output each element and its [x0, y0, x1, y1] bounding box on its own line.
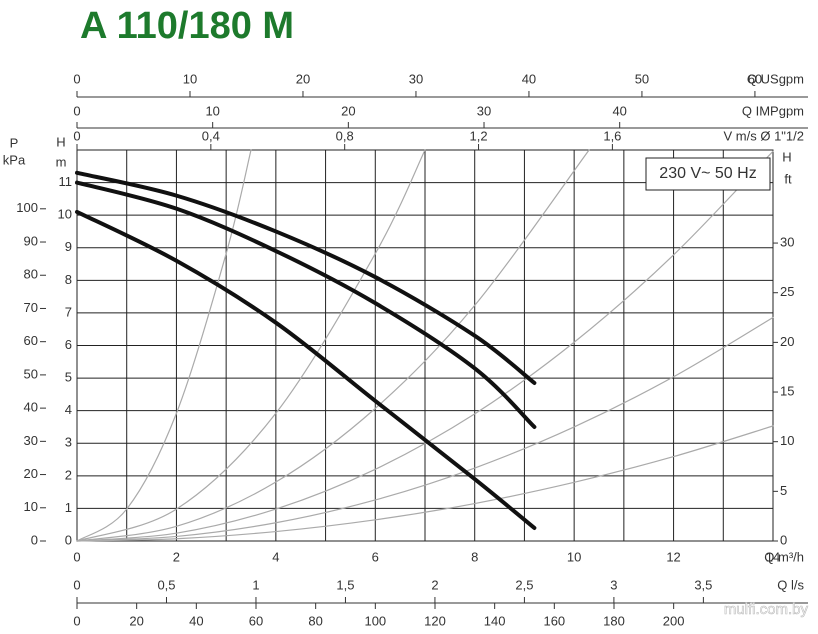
bottom-axis-tick-label: 140 — [484, 613, 506, 628]
top-axis-label: Q USgpm — [747, 71, 804, 86]
top-axis-tick-label: 1,6 — [603, 128, 621, 143]
pump-curve — [75, 180, 537, 429]
top-axis-tick-label: 0 — [73, 103, 80, 118]
y-tick-label: 10 — [58, 207, 72, 222]
bottom-axis-tick-label: 120 — [424, 613, 446, 628]
x-tick-label: 14 — [766, 549, 780, 564]
watermark: mulfi.com.by — [724, 601, 809, 618]
kpa-tick-label: 50 — [24, 366, 38, 381]
y-tick-label: 0 — [65, 532, 72, 547]
pump-curve — [75, 209, 537, 530]
top-axis-tick-label: 60 — [748, 71, 762, 86]
bottom-axis-tick-label: 3,5 — [694, 577, 712, 592]
bottom-axis-tick-label: 3 — [610, 577, 617, 592]
y-tick-label: 8 — [65, 272, 72, 287]
y-axis-unit: m — [56, 154, 67, 169]
y-tick-label: 4 — [65, 402, 72, 417]
system-curve — [76, 150, 774, 542]
x-axis-label: Q m³/h — [764, 549, 804, 564]
chart-title: A 110/180 M — [80, 5, 294, 47]
ft-axis-unit: ft — [784, 171, 792, 186]
top-axis-tick-label: 10 — [205, 103, 219, 118]
bottom-axis-tick-label: 0 — [73, 613, 80, 628]
top-axis-tick-label: 20 — [296, 71, 310, 86]
bottom-axis-tick-label: 100 — [364, 613, 386, 628]
kpa-tick-label: 0 — [31, 532, 38, 547]
bottom-axis-tick-label: 60 — [249, 613, 263, 628]
kpa-axis-label: P — [10, 135, 19, 150]
top-axis-tick-label: 30 — [477, 103, 491, 118]
kpa-tick-label: 70 — [24, 300, 38, 315]
kpa-tick-label: 40 — [24, 400, 38, 415]
ft-tick-label: 15 — [780, 383, 794, 398]
bottom-axis-tick-label: 2,5 — [515, 577, 533, 592]
ft-tick-label: 10 — [780, 433, 794, 448]
top-axis-tick-label: 1,2 — [469, 128, 487, 143]
kpa-tick-label: 80 — [24, 267, 38, 282]
ft-axis-label: H — [782, 149, 791, 164]
top-axis-tick-label: 0,8 — [336, 128, 354, 143]
system-curve — [76, 425, 774, 542]
y-tick-label: 3 — [65, 435, 72, 450]
y-tick-label: 6 — [65, 337, 72, 352]
system-curve — [76, 149, 590, 542]
x-tick-label: 12 — [666, 549, 680, 564]
bottom-axis-tick-label: 180 — [603, 613, 625, 628]
bottom-axis-tick-label: 160 — [543, 613, 565, 628]
y-tick-label: 7 — [65, 304, 72, 319]
bottom-axis-tick-label: 20 — [129, 613, 143, 628]
top-axis-tick-label: 40 — [522, 71, 536, 86]
x-tick-label: 2 — [173, 549, 180, 564]
ft-tick-label: 0 — [780, 532, 787, 547]
y-tick-label: 11 — [59, 174, 73, 189]
kpa-tick-label: 90 — [24, 233, 38, 248]
top-axis-label: Q IMPgpm — [742, 103, 804, 118]
system-curve — [76, 149, 426, 542]
top-axis-label: V m/s Ø 1"1/2 — [724, 128, 804, 143]
bottom-axis-tick-label: 0 — [73, 577, 80, 592]
bottom-axis-tick-label: 2 — [431, 577, 438, 592]
y-tick-label: 9 — [65, 239, 72, 254]
system-curve — [76, 149, 252, 542]
bottom-axis-tick-label: 0,5 — [157, 577, 175, 592]
kpa-tick-label: 60 — [24, 333, 38, 348]
pump-curve — [75, 170, 537, 385]
system-curve — [76, 316, 774, 542]
annotation: 230 V~ 50 Hz — [659, 165, 756, 182]
x-tick-label: 0 — [73, 549, 80, 564]
bottom-axis-tick-label: 1,5 — [336, 577, 354, 592]
bottom-axis-label: Q l/s — [777, 577, 804, 592]
kpa-tick-label: 10 — [24, 499, 38, 514]
ft-tick-label: 25 — [780, 284, 794, 299]
top-axis-tick-label: 10 — [183, 71, 197, 86]
x-tick-label: 10 — [567, 549, 581, 564]
annotation-box — [645, 157, 771, 191]
top-axis-tick-label: 0 — [73, 128, 80, 143]
y-tick-label: 5 — [65, 370, 72, 385]
kpa-axis-unit: kPa — [3, 152, 26, 167]
top-axis-tick-label: 0,4 — [202, 128, 220, 143]
top-axis-tick-label: 20 — [341, 103, 355, 118]
x-tick-label: 4 — [272, 549, 279, 564]
ft-tick-label: 30 — [780, 234, 794, 249]
bottom-axis-tick-label: 1 — [252, 577, 259, 592]
bottom-axis-tick-label: 200 — [663, 613, 685, 628]
top-axis-tick-label: 40 — [612, 103, 626, 118]
bottom-axis-tick-label: 40 — [189, 613, 203, 628]
x-tick-label: 8 — [471, 549, 478, 564]
ft-tick-label: 20 — [780, 334, 794, 349]
top-axis-tick-label: 30 — [409, 71, 423, 86]
y-tick-label: 2 — [65, 467, 72, 482]
x-tick-label: 6 — [372, 549, 379, 564]
kpa-tick-label: 30 — [24, 433, 38, 448]
y-axis-label: H — [56, 134, 65, 149]
top-axis-tick-label: 50 — [635, 71, 649, 86]
bottom-axis-tick-label: 80 — [308, 613, 322, 628]
kpa-tick-label: 20 — [24, 466, 38, 481]
top-axis-tick-label: 0 — [73, 71, 80, 86]
ft-tick-label: 5 — [780, 483, 787, 498]
kpa-tick-label: 100 — [16, 200, 38, 215]
y-tick-label: 1 — [65, 500, 72, 515]
